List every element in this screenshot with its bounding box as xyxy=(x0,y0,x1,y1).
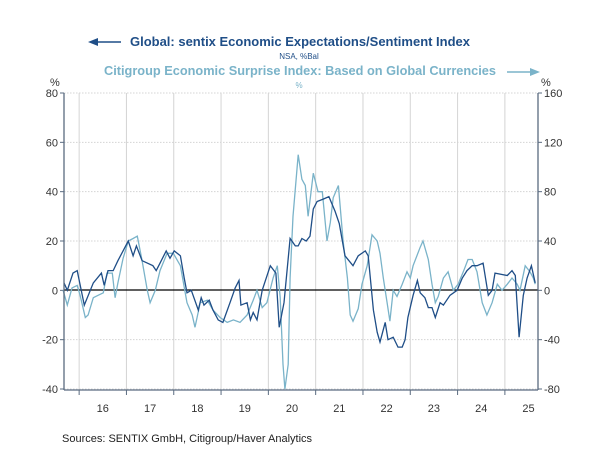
axis-ticks: 80 60 40 20 0 -20 -40 160 120 80 40 0 -40 -80 16 17 18 19… xyxy=(42,88,562,415)
right-tick-label: -40 xyxy=(544,335,560,347)
x-tick-label: 21 xyxy=(333,403,345,415)
right-tick-label: 80 xyxy=(544,187,556,199)
x-tick-label: 23 xyxy=(428,403,440,415)
source-note: Sources: SENTIX GmbH, Citigroup/Haver An… xyxy=(62,433,313,445)
left-tick-label: 20 xyxy=(46,236,58,248)
x-tick-label: 25 xyxy=(522,403,534,415)
legend-citi: Citigroup Economic Surprise Index: Based… xyxy=(104,63,540,90)
right-axis-unit: % xyxy=(541,77,551,89)
left-tick-label: 0 xyxy=(52,285,58,297)
subtitle-citi: % xyxy=(295,81,302,90)
right-tick-label: 120 xyxy=(544,137,562,149)
subtitle-sentix: NSA, %Bal xyxy=(279,52,319,61)
left-tick-label: 80 xyxy=(46,88,58,100)
x-tick-label: 18 xyxy=(191,403,203,415)
legend-sentix: Global: sentix Economic Expectations/Sen… xyxy=(88,34,471,61)
left-axis-unit: % xyxy=(50,77,60,89)
right-tick-label: 160 xyxy=(544,88,562,100)
right-tick-label: 40 xyxy=(544,236,556,248)
title-citi: Citigroup Economic Surprise Index: Based… xyxy=(104,63,496,78)
x-tick-label: 17 xyxy=(144,403,156,415)
series-line-citi xyxy=(62,154,536,390)
x-tick-label: 20 xyxy=(286,403,298,415)
right-tick-label: -80 xyxy=(544,384,560,396)
right-tick-label: 0 xyxy=(544,285,550,297)
left-tick-label: 40 xyxy=(46,187,58,199)
x-tick-label: 19 xyxy=(239,403,251,415)
x-tick-label: 16 xyxy=(97,403,109,415)
left-tick-label: -40 xyxy=(42,384,58,396)
left-tick-label: 60 xyxy=(46,137,58,149)
left-arrow-head-icon xyxy=(88,38,98,46)
series-line-sentix xyxy=(63,195,536,348)
x-tick-label: 22 xyxy=(380,403,392,415)
left-tick-label: -20 xyxy=(42,335,58,347)
title-sentix: Global: sentix Economic Expectations/Sen… xyxy=(130,34,471,49)
right-arrow-head-icon xyxy=(530,68,540,76)
x-tick-label: 24 xyxy=(475,403,487,415)
